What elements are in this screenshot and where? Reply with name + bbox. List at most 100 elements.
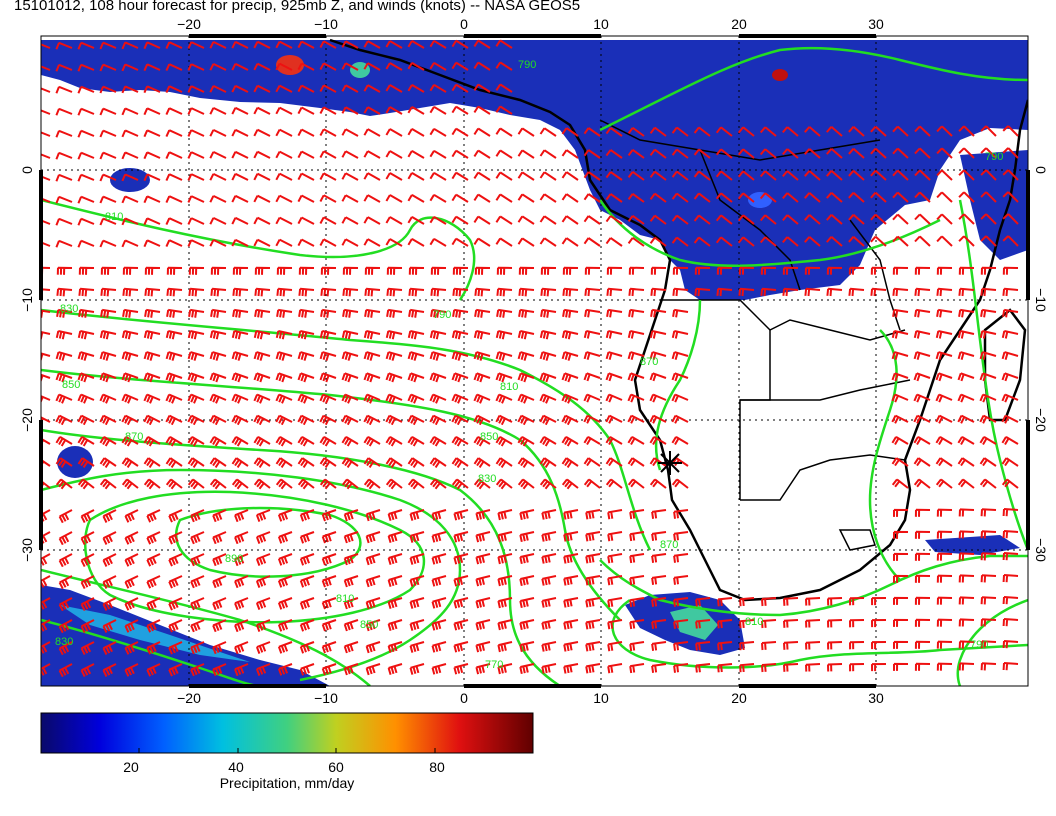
wind-barb: [849, 663, 865, 672]
wind-barb: [253, 414, 271, 426]
wind-barb: [297, 414, 315, 426]
wind-barb: [958, 508, 975, 517]
wind-barb: [387, 641, 403, 653]
wind-barb: [913, 478, 931, 489]
wind-barb: [363, 62, 381, 71]
wind-barb: [121, 151, 139, 160]
wind-barb: [805, 619, 821, 628]
wind-barb: [275, 238, 293, 247]
x-tick-label: 10: [593, 690, 609, 706]
wind-barb: [980, 308, 997, 318]
wind-barb: [671, 372, 689, 382]
wind-barb: [914, 191, 931, 203]
wind-barb: [41, 131, 51, 137]
wind-barb: [914, 308, 931, 318]
wind-barb: [319, 238, 337, 247]
wind-barb: [298, 287, 315, 297]
wind-barb: [209, 194, 227, 203]
wind-barb: [627, 372, 645, 382]
wind-barb: [341, 216, 359, 225]
wind-barb: [41, 309, 51, 318]
wind-barb: [540, 308, 557, 318]
wind-barb: [321, 531, 337, 544]
wind-barb: [319, 457, 337, 468]
wind-barb: [629, 531, 645, 542]
wind-barb: [782, 148, 799, 159]
wind-barb: [55, 63, 73, 72]
wind-barb: [255, 531, 271, 544]
contour-label: 850: [360, 619, 378, 631]
wind-barb: [629, 509, 645, 520]
wind-barb: [341, 414, 359, 426]
wind-barb: [561, 372, 579, 383]
wind-barb: [386, 266, 403, 275]
wind-barb: [165, 151, 183, 160]
wind-barb: [209, 40, 227, 49]
wind-barb: [210, 308, 227, 318]
wind-barb: [892, 191, 909, 203]
wind-barb: [146, 575, 161, 589]
wind-barb: [452, 308, 469, 318]
colorbar-gradient: [40, 712, 534, 754]
wind-barb: [341, 238, 359, 247]
wind-barb: [497, 597, 513, 609]
wind-barb: [605, 393, 623, 403]
wind-barb: [275, 106, 293, 115]
wind-barb: [475, 531, 491, 543]
wind-barb: [385, 172, 403, 181]
wind-barb: [518, 287, 535, 297]
wind-barb: [649, 126, 667, 137]
wind-barb: [343, 553, 359, 566]
wind-barb: [892, 213, 909, 225]
wind-barb: [914, 596, 931, 605]
wind-barb: [627, 148, 645, 159]
wind-barb: [55, 107, 73, 116]
wind-barb: [715, 148, 733, 159]
wind-barb: [475, 663, 491, 675]
contour-label: 870: [640, 356, 658, 368]
wind-barb: [627, 126, 645, 137]
wind-barb: [385, 194, 403, 203]
wind-barb: [275, 372, 293, 383]
wind-barb: [41, 531, 51, 545]
wind-barb: [605, 414, 623, 424]
wind-barb: [166, 308, 183, 318]
wind-barb: [385, 478, 403, 490]
wind-barb: [870, 191, 887, 203]
wind-barb: [190, 619, 205, 633]
wind-barb: [673, 597, 689, 607]
wind-barb: [473, 393, 491, 404]
wind-barb: [407, 84, 425, 93]
wind-barb: [737, 126, 755, 137]
wind-barb: [77, 372, 95, 383]
wind-barb: [627, 393, 645, 403]
wind-barb: [253, 238, 271, 247]
wind-barb: [429, 351, 447, 361]
wind-barb: [495, 393, 513, 404]
wind-barb: [649, 393, 667, 403]
wind-barb: [407, 194, 425, 203]
wind-barb: [453, 663, 469, 675]
wind-barb: [673, 509, 689, 519]
wind-barb: [473, 436, 491, 447]
wind-barb: [298, 308, 315, 318]
wind-barb: [804, 214, 821, 225]
wind-barb: [958, 308, 975, 318]
wind-barb: [914, 266, 931, 275]
wind-barb: [80, 641, 95, 656]
wind-barb: [717, 663, 733, 673]
wind-barb: [451, 330, 469, 340]
wind-barb: [893, 618, 909, 627]
wind-barb: [321, 597, 337, 610]
wind-barb: [473, 330, 491, 340]
wind-barb: [255, 597, 271, 610]
wind-barb: [583, 127, 601, 137]
wind-barb: [629, 641, 645, 652]
wind-barb: [563, 531, 579, 542]
precip-cape-core: [670, 605, 718, 640]
wind-barb: [275, 414, 293, 426]
wind-barb: [77, 151, 95, 160]
wind-barb: [297, 372, 315, 383]
precip-south-band: [41, 585, 330, 686]
wind-barb: [848, 125, 865, 137]
